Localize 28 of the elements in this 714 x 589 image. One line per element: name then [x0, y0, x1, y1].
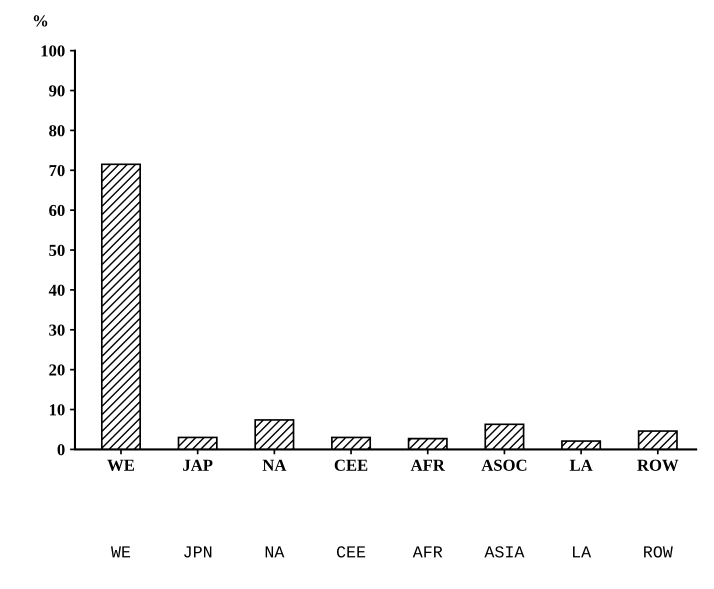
x-tick-label: CEE	[334, 460, 368, 471]
y-tick-label: 0	[58, 444, 65, 456]
y-tick-label: 70	[50, 164, 65, 176]
x-tick-label: LA	[570, 460, 593, 471]
y-tick-label: 20	[49, 364, 65, 376]
text: WE	[110, 546, 130, 558]
text: AFR	[412, 546, 442, 558]
y-tick-label: 40	[48, 284, 65, 296]
text: CEE	[336, 546, 366, 558]
text: NA	[266, 546, 284, 558]
y-tick-label: 60	[49, 204, 65, 216]
y-tick-label: 10	[50, 404, 65, 416]
x-tick-label: WE	[107, 460, 134, 471]
x-tick-label: NA	[262, 460, 286, 471]
y-axis-title: %	[34, 15, 48, 27]
text: ASIA	[484, 546, 524, 558]
text: ROW	[644, 546, 673, 558]
text: JPN	[184, 546, 212, 558]
y-tick-label: 50	[49, 244, 65, 256]
y-tick-label: 100	[42, 45, 65, 57]
text: LA	[573, 546, 592, 558]
x-tick-label: JAP	[183, 460, 212, 471]
y-tick-label: 30	[49, 324, 65, 336]
x-tick-label: ASOC	[481, 460, 526, 471]
y-tick-label: 90	[49, 85, 65, 96]
y-tick-label: 80	[49, 125, 65, 136]
x-tick-label: AFR	[410, 460, 446, 471]
x-tick-label: ROW	[637, 460, 678, 471]
